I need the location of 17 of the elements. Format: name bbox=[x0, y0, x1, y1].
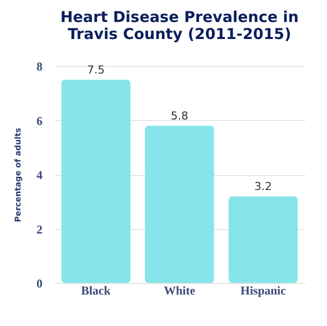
x-tick-label: White bbox=[164, 284, 196, 298]
y-tick-label: 2 bbox=[36, 222, 42, 236]
x-tick-label: Black bbox=[81, 284, 111, 298]
bar bbox=[228, 196, 298, 283]
y-tick-label: 6 bbox=[36, 114, 42, 128]
x-tick-label: Hispanic bbox=[240, 284, 287, 298]
y-tick-label: 0 bbox=[36, 276, 42, 290]
data-label: 7.5 bbox=[87, 64, 105, 77]
data-label: 3.2 bbox=[254, 180, 272, 194]
bar bbox=[144, 126, 214, 283]
bar bbox=[61, 80, 130, 283]
y-tick-label: 8 bbox=[36, 60, 42, 74]
y-tick-label: 4 bbox=[36, 168, 42, 182]
text: Heart Disease Prevalence in bbox=[60, 8, 299, 26]
y-axis-title: Percentage of adults bbox=[14, 128, 22, 222]
data-label: 5.8 bbox=[170, 110, 188, 123]
text: Travis County (2011-2015) bbox=[68, 25, 292, 43]
